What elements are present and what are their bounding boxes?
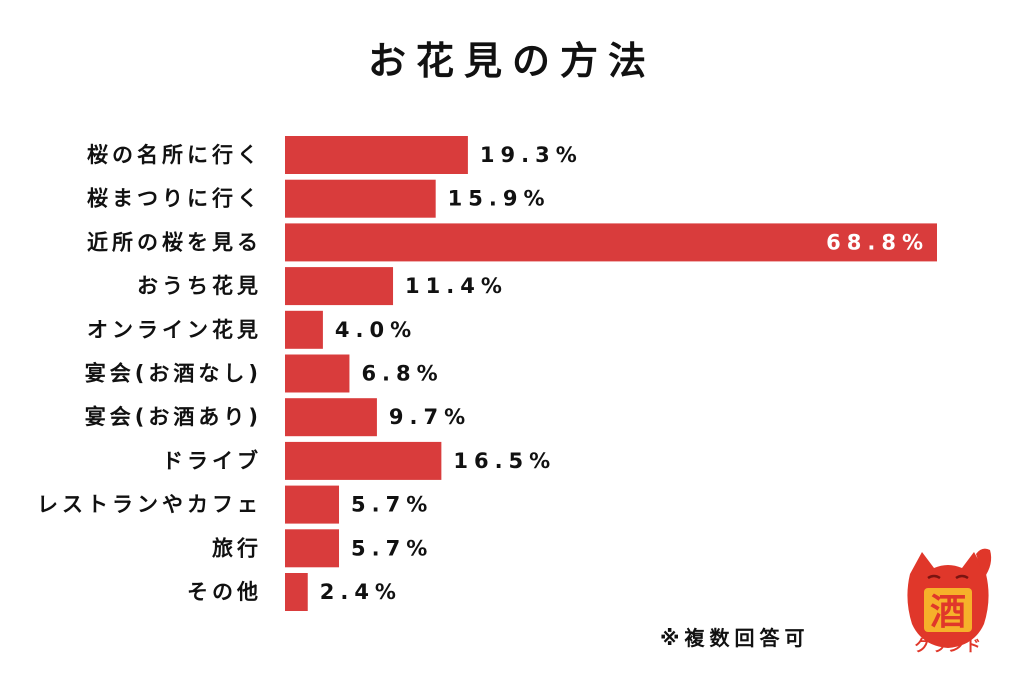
category-label: 宴会(お酒あり) — [85, 405, 262, 429]
category-label: レストランやカフェ — [37, 493, 262, 517]
category-label: その他 — [187, 580, 262, 604]
bar — [285, 485, 340, 524]
bar — [285, 267, 394, 306]
value-label: 5.7% — [351, 536, 433, 560]
value-label: 68.8% — [826, 230, 929, 254]
bar — [285, 441, 442, 480]
value-label: 11.4% — [405, 274, 508, 298]
category-label: 近所の桜を見る — [87, 230, 262, 254]
value-label: 6.8% — [361, 362, 443, 386]
footnote: ※複数回答可 — [660, 626, 810, 650]
logo-mascot-character: 酒 — [930, 592, 966, 633]
value-label: 4.0% — [335, 318, 417, 342]
category-label: 旅行 — [212, 536, 262, 560]
brand-name: クランド — [913, 636, 982, 655]
category-label: ドライブ — [162, 449, 262, 473]
category-label: 桜まつりに行く — [87, 187, 262, 211]
category-label: オンライン花見 — [87, 318, 262, 342]
chart-title: お花見の方法 — [367, 39, 656, 83]
bar — [285, 310, 323, 349]
value-label: 15.9% — [448, 187, 551, 211]
bar — [285, 573, 308, 611]
category-label: おうち花見 — [137, 274, 262, 298]
value-label: 19.3% — [480, 143, 583, 167]
bar — [285, 398, 377, 437]
maneki-neko-logo: 酒 — [907, 548, 992, 648]
bar — [285, 529, 340, 568]
category-label: 宴会(お酒なし) — [85, 362, 262, 386]
bar — [285, 136, 468, 174]
bar — [285, 354, 350, 393]
value-label: 5.7% — [351, 493, 433, 517]
category-label: 桜の名所に行く — [87, 143, 262, 167]
bar — [285, 179, 436, 218]
bar — [285, 223, 937, 262]
value-label: 9.7% — [389, 405, 471, 429]
value-label: 2.4% — [320, 580, 402, 604]
value-label: 16.5% — [453, 449, 556, 473]
